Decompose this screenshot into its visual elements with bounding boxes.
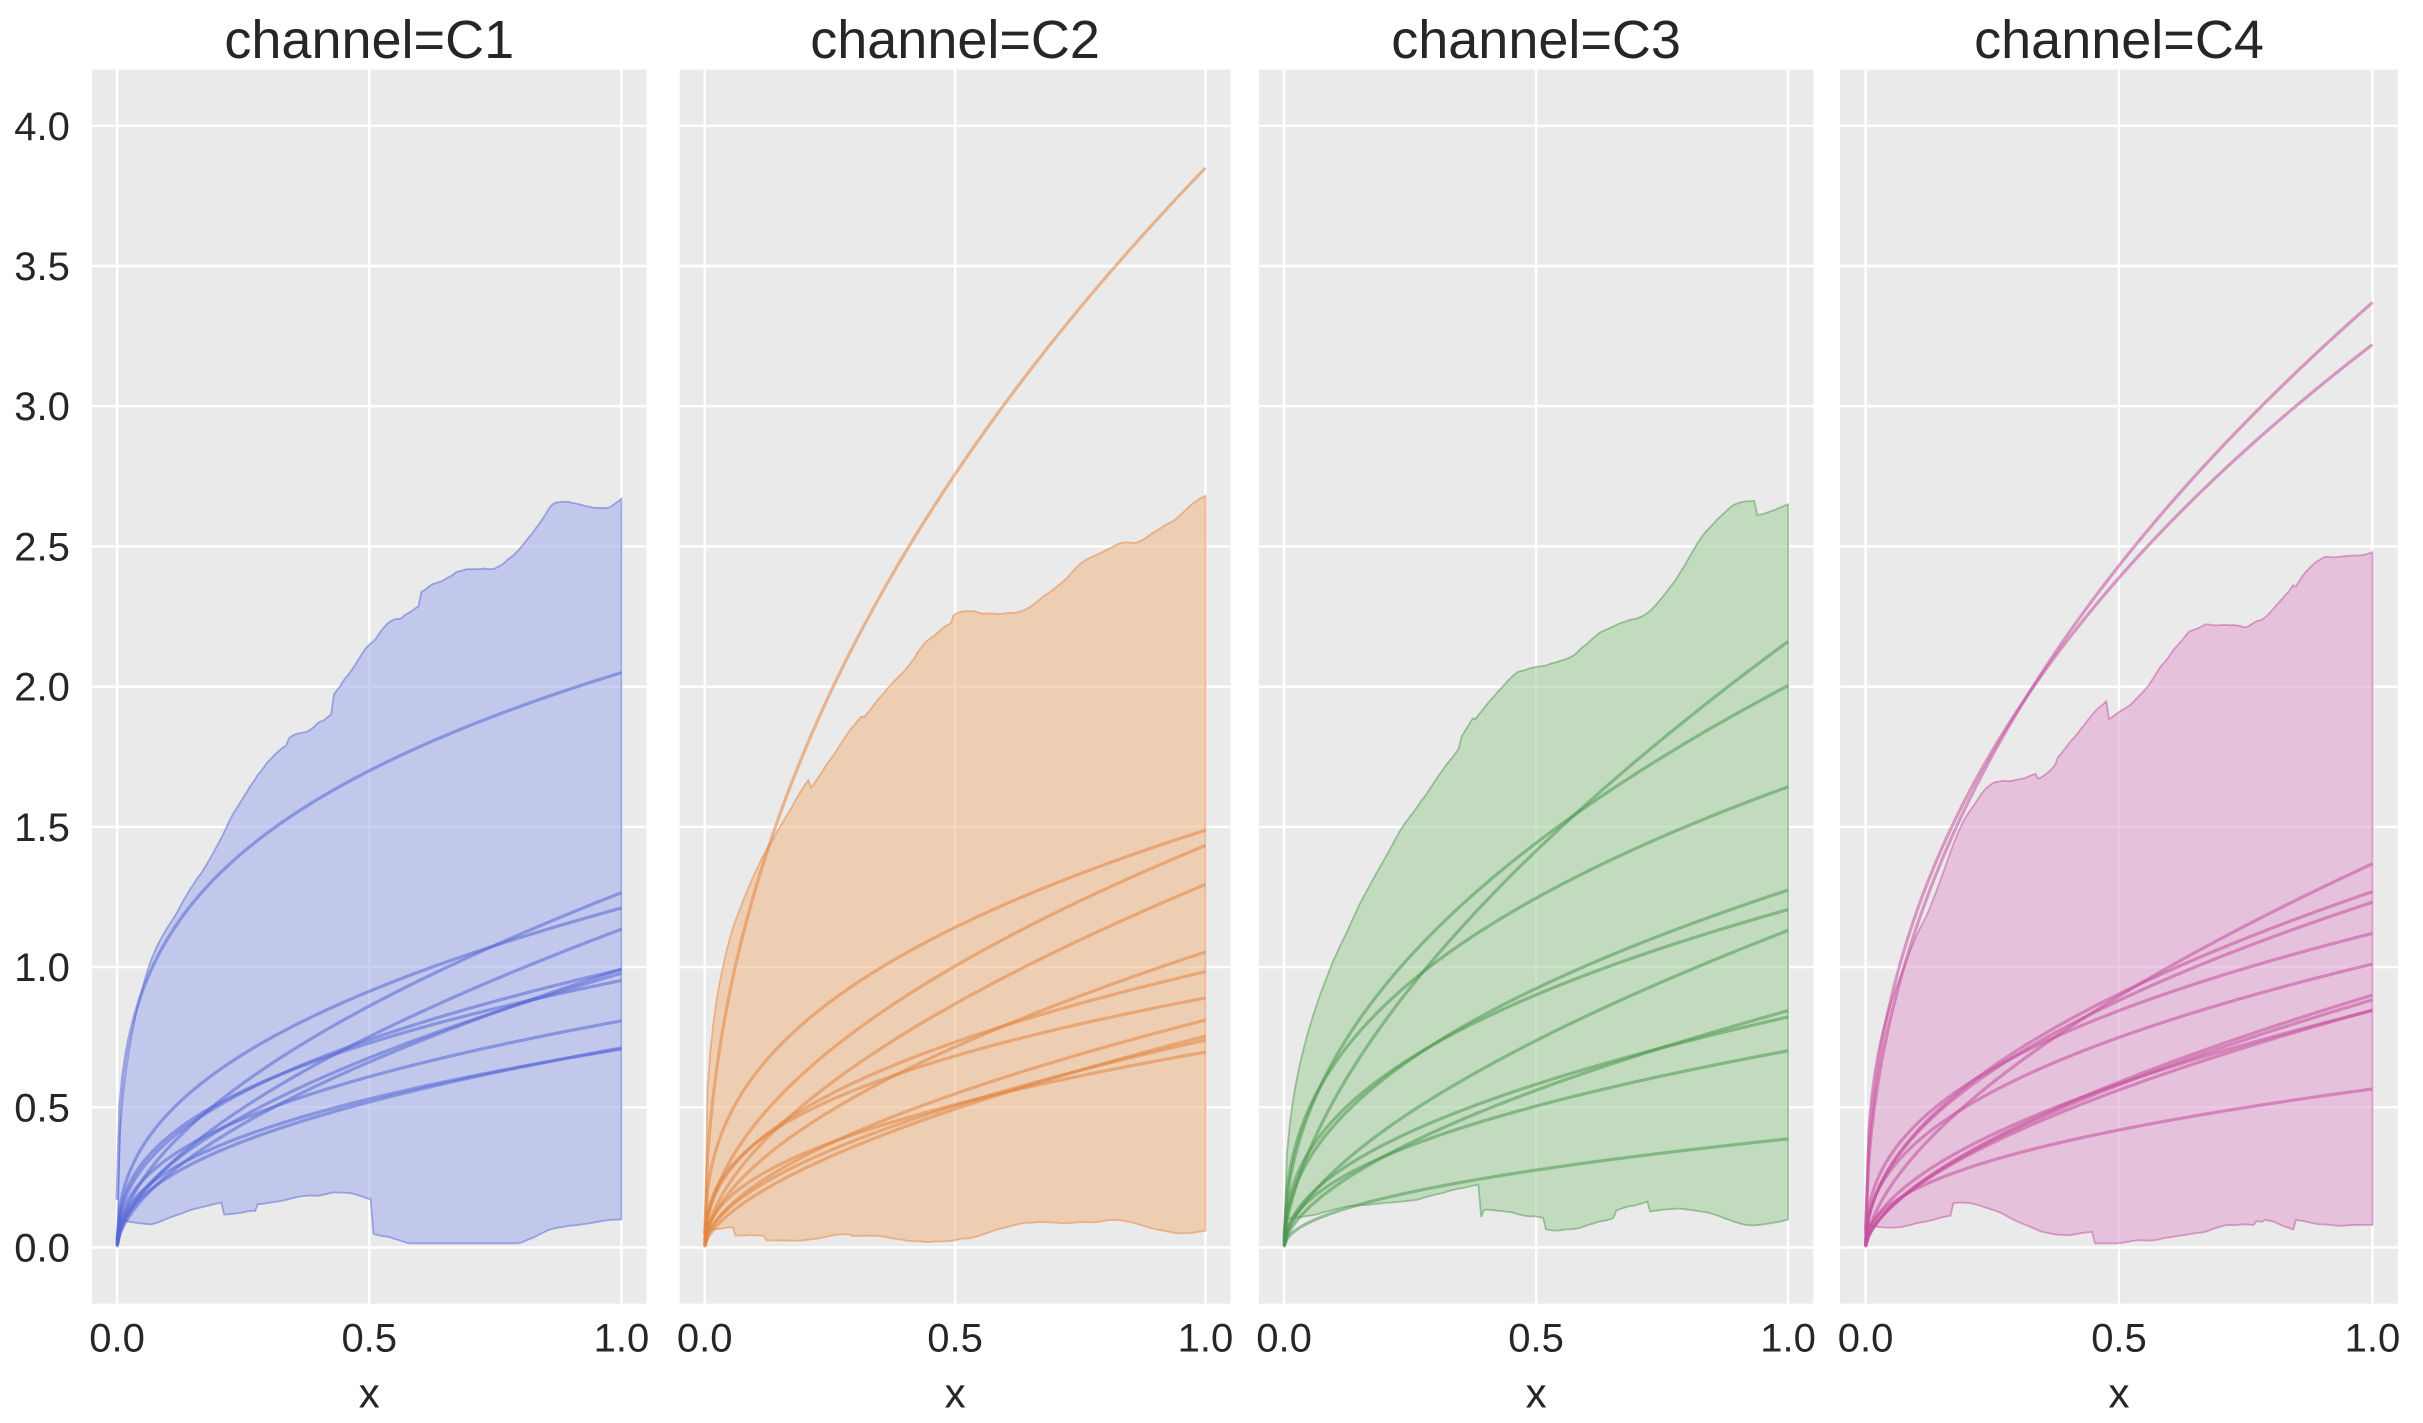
svg-text:0.0: 0.0: [14, 1227, 70, 1271]
svg-text:1.5: 1.5: [14, 806, 70, 850]
svg-text:1.0: 1.0: [594, 1317, 650, 1361]
svg-text:x: x: [359, 1370, 380, 1417]
svg-text:0.5: 0.5: [341, 1317, 397, 1361]
svg-text:1.0: 1.0: [2345, 1317, 2401, 1361]
svg-text:x: x: [2109, 1370, 2130, 1417]
svg-text:0.5: 0.5: [2091, 1317, 2147, 1361]
svg-text:1.0: 1.0: [1760, 1317, 1816, 1361]
svg-text:0.0: 0.0: [677, 1317, 733, 1361]
svg-text:3.0: 3.0: [14, 385, 70, 429]
svg-text:0.5: 0.5: [1508, 1317, 1564, 1361]
svg-text:0.5: 0.5: [14, 1086, 70, 1130]
svg-text:0.0: 0.0: [1838, 1317, 1894, 1361]
svg-text:0.0: 0.0: [1256, 1317, 1312, 1361]
svg-text:2.5: 2.5: [14, 525, 70, 569]
svg-text:x: x: [945, 1370, 966, 1417]
svg-text:0.0: 0.0: [89, 1317, 145, 1361]
svg-text:x: x: [1526, 1370, 1547, 1417]
svg-text:1.0: 1.0: [14, 946, 70, 990]
svg-text:channel=C4: channel=C4: [1974, 10, 2264, 70]
svg-text:3.5: 3.5: [14, 245, 70, 289]
svg-text:channel=C2: channel=C2: [810, 10, 1100, 70]
svg-text:channel=C1: channel=C1: [224, 10, 514, 70]
svg-text:2.0: 2.0: [14, 666, 70, 710]
svg-text:4.0: 4.0: [14, 105, 70, 149]
svg-text:0.5: 0.5: [927, 1317, 983, 1361]
svg-text:1.0: 1.0: [1178, 1317, 1234, 1361]
svg-text:channel=C3: channel=C3: [1391, 10, 1681, 70]
